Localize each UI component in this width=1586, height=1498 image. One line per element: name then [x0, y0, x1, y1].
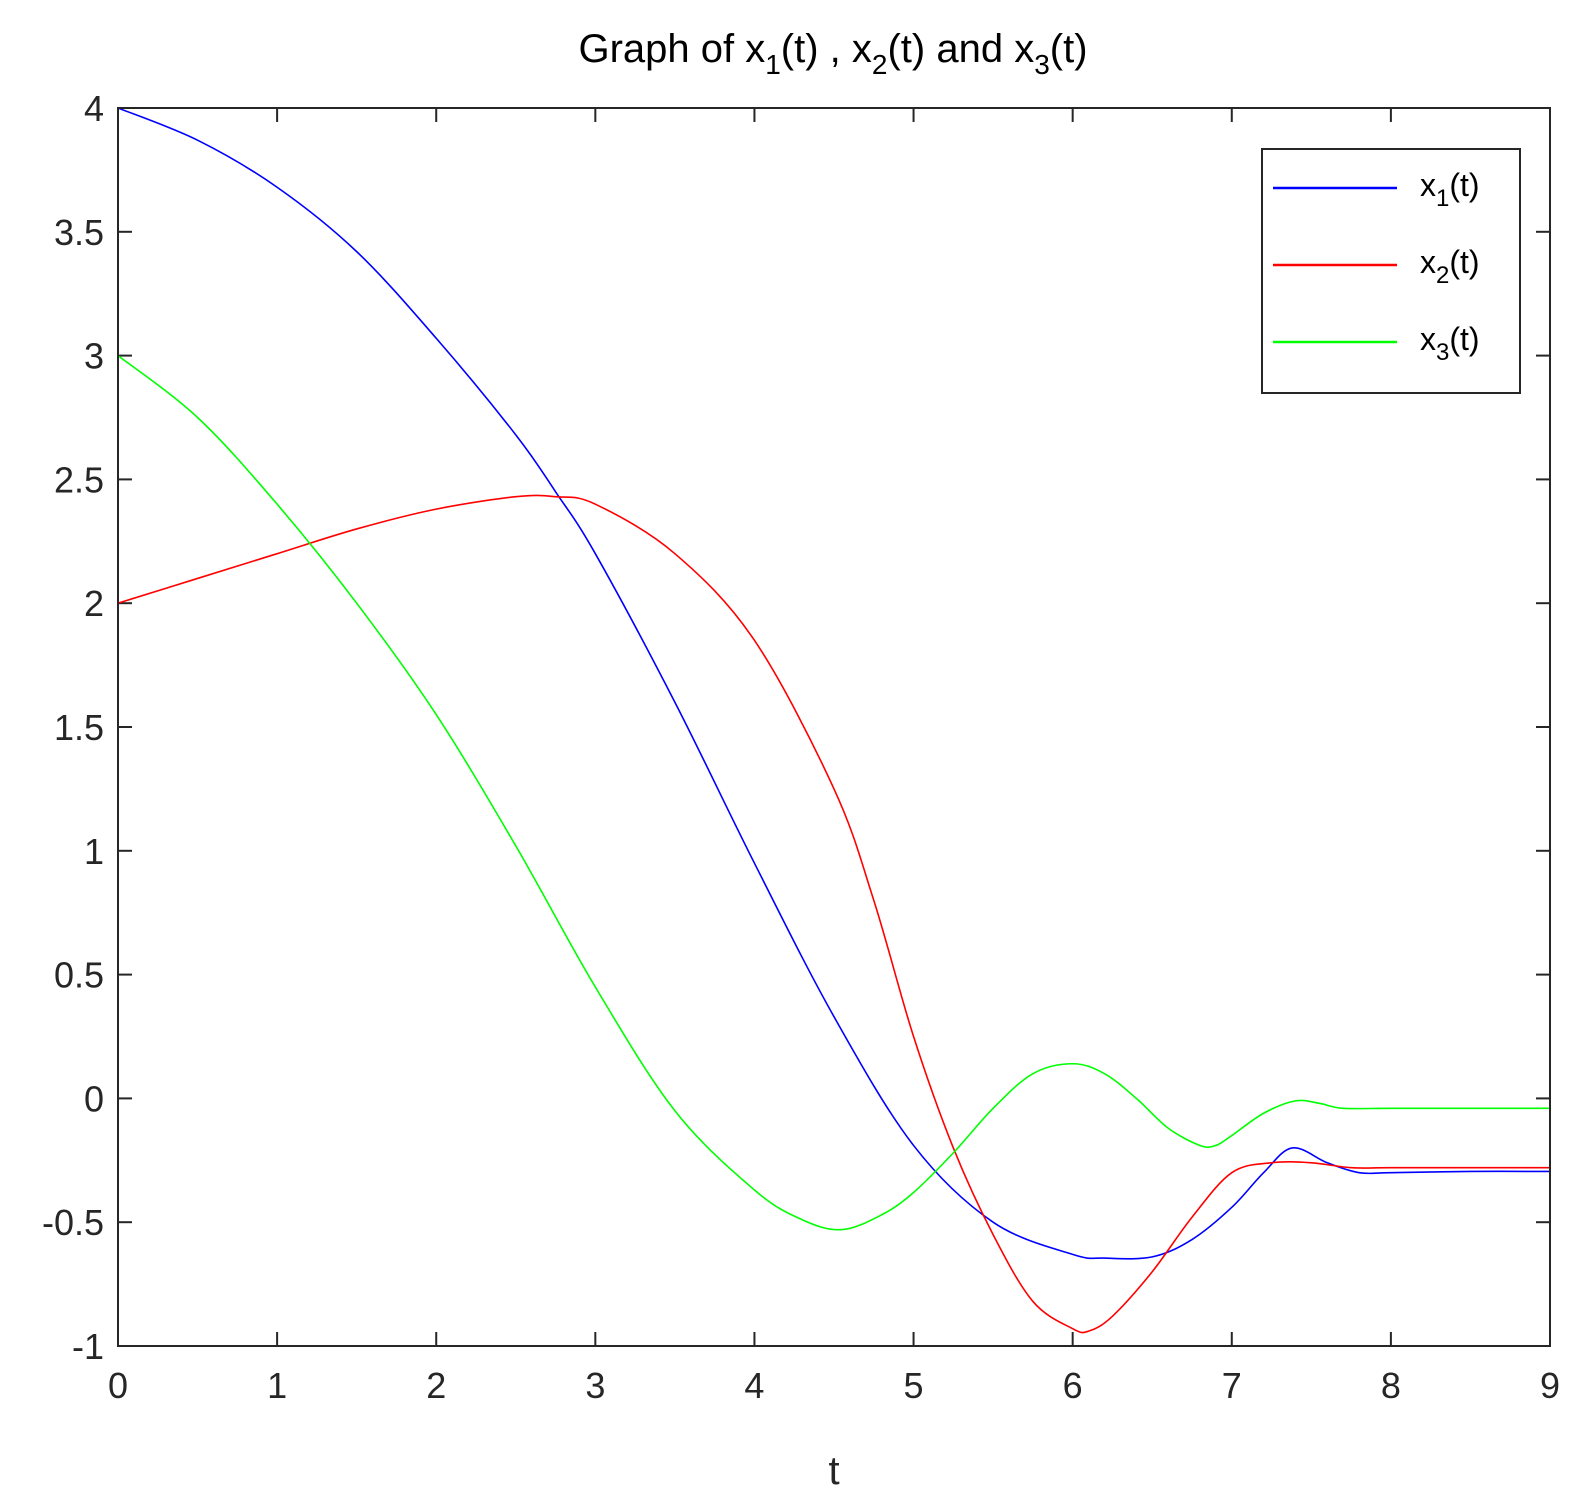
y-tick-labels: -1 -0.5 0 0.5 1 1.5 2 2.5 3 3.5 4 [42, 88, 104, 1367]
chart-title-suffix: (t) [1050, 27, 1088, 71]
legend-label-sub: 1 [1436, 185, 1449, 212]
x-tick-label: 5 [904, 1365, 924, 1406]
chart-title-mid-2: (t) and x [887, 27, 1034, 71]
legend: x1(t)x2(t)x3(t) [1261, 148, 1521, 394]
x-tick-label: 9 [1540, 1365, 1560, 1406]
x-tick-label: 7 [1222, 1365, 1242, 1406]
x-tick-label: 2 [426, 1365, 446, 1406]
x-tick-label: 8 [1381, 1365, 1401, 1406]
y-tick-label: -0.5 [42, 1202, 104, 1243]
y-tick-label: 4 [84, 88, 104, 129]
legend-label-base: x [1420, 244, 1436, 280]
legend-label-suffix: (t) [1449, 321, 1479, 357]
chart-title-sub-1: 1 [765, 49, 781, 80]
y-tick-label: 2 [84, 583, 104, 624]
y-tick-label: 3.5 [54, 212, 104, 253]
x-tick-label: 1 [267, 1365, 287, 1406]
y-tick-label: -1 [72, 1326, 104, 1367]
legend-label-base: x [1420, 167, 1436, 203]
x-tick-labels: 0 1 2 3 4 5 6 7 8 9 [108, 1365, 1560, 1406]
chart-title-sub-2: 2 [872, 49, 888, 80]
legend-label-x3: x3(t) [1420, 321, 1480, 366]
y-tick-label: 1 [84, 831, 104, 872]
legend-label-suffix: (t) [1449, 244, 1479, 280]
legend-label-x2: x2(t) [1420, 244, 1480, 289]
series-line-x2 [117, 494, 1550, 1334]
x-axis-label: t [828, 1449, 839, 1493]
y-tick-label: 2.5 [54, 459, 104, 500]
axes-box [117, 107, 1551, 1347]
x-tick-label: 6 [1063, 1365, 1083, 1406]
legend-label-sub: 3 [1436, 339, 1449, 366]
y-tick-label: 1.5 [54, 707, 104, 748]
chart-title-mid-1: (t) , x [781, 27, 872, 71]
y-tick-label: 0.5 [54, 955, 104, 996]
chart-title-sub-3: 3 [1034, 49, 1050, 80]
y-tick-label: 3 [84, 336, 104, 377]
legend-label-suffix: (t) [1449, 167, 1479, 203]
chart-title: Graph of x1(t) , x2(t) and x3(t) [578, 27, 1087, 80]
series-line-x1 [117, 107, 1551, 1260]
series-line-x3 [117, 354, 1550, 1231]
x-tick-label: 3 [585, 1365, 605, 1406]
chart-title-prefix: Graph of x [578, 27, 765, 71]
y-tick-label: 0 [84, 1078, 104, 1119]
legend-label-sub: 2 [1436, 262, 1449, 289]
x-tick-label: 4 [744, 1365, 764, 1406]
series-lines [117, 107, 1551, 1334]
legend-label-base: x [1420, 321, 1436, 357]
legend-items: x1(t)x2(t)x3(t) [1273, 167, 1480, 366]
legend-label-x1: x1(t) [1420, 167, 1480, 212]
legend-box [1261, 148, 1521, 394]
x-tick-label: 0 [108, 1365, 128, 1406]
